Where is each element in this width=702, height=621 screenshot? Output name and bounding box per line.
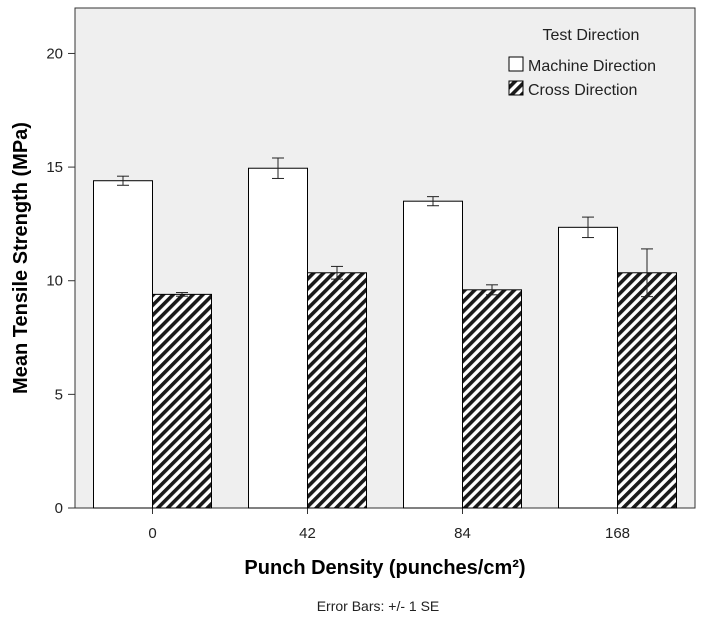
x-tick-label: 0 bbox=[148, 525, 156, 542]
legend-label-cross: Cross Direction bbox=[528, 82, 637, 99]
legend-swatch-machine bbox=[508, 56, 524, 72]
y-axis-title: Mean Tensile Strength (MPa) bbox=[10, 122, 32, 394]
bar-machine-84 bbox=[403, 200, 463, 509]
y-tick-label: 20 bbox=[46, 45, 63, 62]
bar-cross-168 bbox=[617, 272, 677, 509]
x-tick-label: 84 bbox=[454, 525, 471, 542]
legend: Test Direction Machine Direction Cross D… bbox=[508, 27, 656, 99]
x-axis: 0 42 84 168 bbox=[75, 507, 695, 542]
y-tick-label: 0 bbox=[55, 500, 63, 517]
legend-swatch-cross bbox=[508, 80, 524, 96]
error-bars-note: Error Bars: +/- 1 SE bbox=[317, 598, 440, 614]
error-bars-group bbox=[117, 157, 653, 298]
bar-machine-0 bbox=[93, 180, 153, 509]
x-tick-label: 42 bbox=[299, 525, 316, 542]
x-axis-title: Punch Density (punches/cm²) bbox=[244, 557, 525, 579]
bar-machine-168 bbox=[558, 226, 618, 509]
y-tick-label: 5 bbox=[55, 386, 63, 403]
bars-group bbox=[93, 167, 677, 509]
y-tick-label: 10 bbox=[46, 273, 63, 290]
bar-machine-42 bbox=[248, 167, 308, 509]
x-tick-label: 168 bbox=[605, 525, 630, 542]
legend-title: Test Direction bbox=[543, 27, 640, 44]
bar-cross-0 bbox=[152, 293, 212, 509]
y-tick-label: 15 bbox=[46, 159, 63, 176]
bar-cross-42 bbox=[307, 272, 367, 509]
y-axis: 0 5 10 15 20 bbox=[46, 8, 76, 517]
bar-cross-84 bbox=[462, 289, 522, 509]
legend-label-machine: Machine Direction bbox=[528, 58, 656, 75]
